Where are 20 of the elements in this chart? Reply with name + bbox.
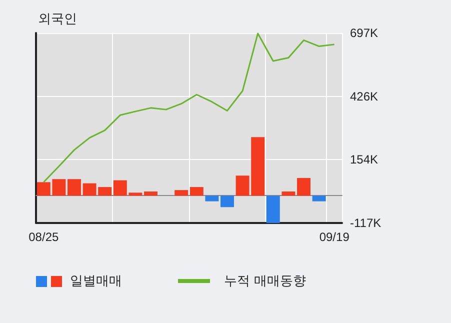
bar [220, 196, 234, 208]
chart-title: 외국인 [38, 11, 77, 26]
bar [205, 196, 219, 202]
bar [297, 178, 310, 196]
legend-label: 일별매매 [70, 273, 122, 290]
bar [190, 187, 204, 196]
y-tick-label: 426K [350, 89, 378, 104]
x-tick-label: 08/25 [28, 230, 59, 244]
bar [174, 190, 188, 196]
y-tick-label: 154K [350, 152, 378, 167]
y-tick-label: -117K [350, 216, 382, 230]
y-tick-label: 697K [350, 26, 378, 40]
bar [68, 179, 81, 196]
bar [282, 191, 296, 196]
line-series [42, 32, 336, 183]
bar [144, 191, 158, 196]
bar [312, 196, 326, 202]
x-tick-label: 09/19 [319, 230, 350, 244]
bar [266, 196, 280, 223]
legend-label: 누적 매매동향 [224, 273, 306, 290]
